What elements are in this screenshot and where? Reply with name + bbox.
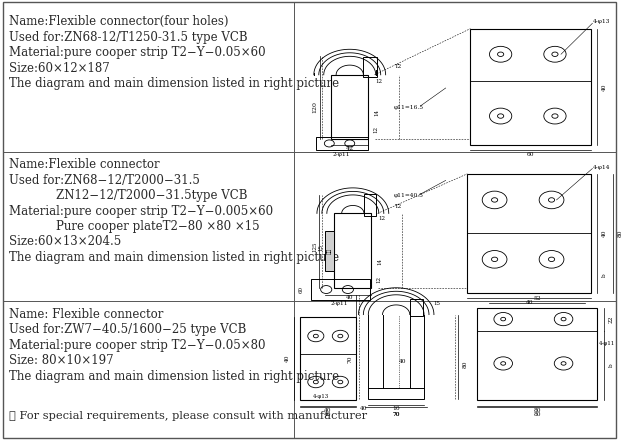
- Text: Used for:ZN68-12/T1250-31.5 type VCB: Used for:ZN68-12/T1250-31.5 type VCB: [9, 31, 248, 44]
- Text: 125: 125: [312, 241, 317, 252]
- Text: The diagram and main dimension listed in right picture: The diagram and main dimension listed in…: [9, 251, 340, 264]
- Text: 40: 40: [602, 83, 607, 91]
- Text: 4-φ14: 4-φ14: [592, 165, 610, 170]
- Text: 70: 70: [392, 411, 400, 417]
- Bar: [300, 317, 356, 400]
- Text: Size:60×12×187: Size:60×12×187: [9, 62, 110, 75]
- Text: 60: 60: [299, 286, 304, 293]
- Text: 40: 40: [360, 406, 367, 411]
- Text: Material:pure cooper strip T2−Y−0.05×60: Material:pure cooper strip T2−Y−0.05×60: [9, 46, 266, 59]
- Text: 40: 40: [346, 295, 353, 301]
- Text: 铜板: 铜板: [327, 248, 332, 254]
- Text: 40: 40: [526, 300, 533, 305]
- Bar: [331, 75, 368, 139]
- Bar: [334, 213, 371, 288]
- Text: 40: 40: [324, 411, 332, 417]
- Text: 70: 70: [347, 356, 352, 363]
- Text: 12: 12: [378, 216, 386, 221]
- Text: 4-φ11: 4-φ11: [598, 341, 615, 345]
- Text: 60: 60: [527, 152, 534, 158]
- Bar: [316, 137, 368, 150]
- Text: φ11=16.5: φ11=16.5: [394, 105, 424, 110]
- Bar: [470, 29, 591, 145]
- Text: Used for:ZW7−40.5/1600−25 type VCB: Used for:ZW7−40.5/1600−25 type VCB: [9, 323, 247, 337]
- Text: 15: 15: [433, 301, 440, 306]
- Text: 120: 120: [313, 101, 318, 113]
- Text: 80: 80: [463, 360, 468, 368]
- Bar: [363, 57, 377, 77]
- Text: Used for:ZN68−12/T2000−31.5: Used for:ZN68−12/T2000−31.5: [9, 174, 200, 187]
- Text: 40: 40: [602, 229, 607, 237]
- Text: φ11=40.5: φ11=40.5: [394, 193, 424, 198]
- Text: Pure cooper plateT2−80 ×80 ×15: Pure cooper plateT2−80 ×80 ×15: [56, 220, 259, 233]
- Bar: [467, 174, 591, 293]
- Text: 52: 52: [533, 296, 541, 301]
- Text: 4-φ13: 4-φ13: [312, 393, 329, 399]
- Bar: [325, 231, 334, 271]
- Text: 40: 40: [399, 359, 406, 364]
- Text: Material:pure cooper strip T2−Y−0.005×60: Material:pure cooper strip T2−Y−0.005×60: [9, 205, 274, 218]
- Text: 80: 80: [533, 411, 541, 417]
- Text: 15: 15: [318, 244, 323, 250]
- Text: b: b: [608, 363, 613, 367]
- Text: 14: 14: [378, 258, 383, 265]
- Text: 4-φ13: 4-φ13: [592, 19, 610, 25]
- Text: 22: 22: [608, 316, 613, 323]
- Bar: [364, 194, 376, 216]
- Text: 40: 40: [285, 355, 290, 363]
- Text: T2: T2: [394, 64, 401, 70]
- Text: 80: 80: [617, 229, 622, 237]
- Bar: [410, 299, 424, 316]
- Text: T2: T2: [394, 204, 401, 209]
- Bar: [368, 388, 424, 399]
- Text: Name: Flexible connector: Name: Flexible connector: [9, 308, 164, 321]
- Text: Name:Flexible connector(four holes): Name:Flexible connector(four holes): [9, 15, 229, 29]
- Text: 2-φ11: 2-φ11: [331, 301, 349, 306]
- Text: 40: 40: [324, 407, 332, 413]
- Text: Name:Flexible connector: Name:Flexible connector: [9, 158, 160, 172]
- Text: ※ For special requirements, please consult with manufacturer: ※ For special requirements, please consu…: [9, 411, 368, 422]
- Text: Size:60×13×204.5: Size:60×13×204.5: [9, 235, 121, 249]
- Text: The diagram and main dimension listed in right picture: The diagram and main dimension listed in…: [9, 370, 340, 383]
- Text: 2-φ11: 2-φ11: [333, 151, 351, 157]
- Text: 14: 14: [374, 109, 379, 116]
- Text: Size: 80×10×197: Size: 80×10×197: [9, 354, 114, 367]
- Text: ZN12−12/T2000−31.5type VCB: ZN12−12/T2000−31.5type VCB: [56, 189, 247, 202]
- Text: 12: 12: [375, 79, 383, 84]
- Bar: [311, 279, 369, 300]
- Text: Material:pure cooper strip T2−Y−0.05×80: Material:pure cooper strip T2−Y−0.05×80: [9, 339, 266, 352]
- Text: 42: 42: [346, 146, 354, 151]
- Text: The diagram and main dimension listed in right picture: The diagram and main dimension listed in…: [9, 77, 340, 90]
- Text: 12: 12: [373, 126, 378, 133]
- Bar: [476, 308, 597, 400]
- Text: 12: 12: [376, 276, 381, 283]
- Text: 70: 70: [392, 411, 400, 417]
- Text: 10: 10: [392, 406, 400, 411]
- Text: 80: 80: [533, 407, 541, 413]
- Text: b: b: [602, 273, 607, 277]
